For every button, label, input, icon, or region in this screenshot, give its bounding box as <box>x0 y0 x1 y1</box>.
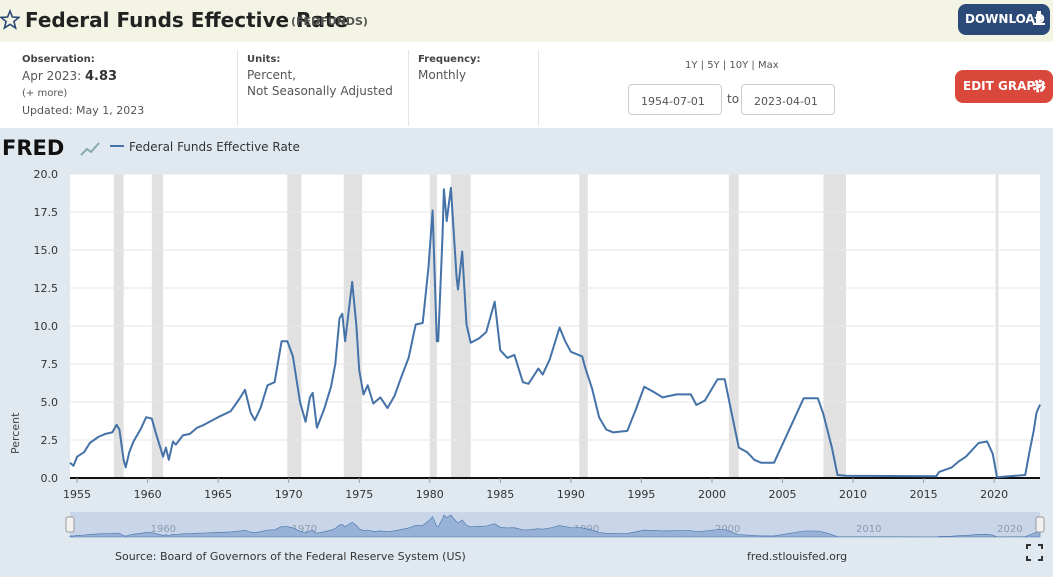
y-tick-label: 15.0 <box>34 244 59 257</box>
x-tick-label: 1985 <box>486 488 514 501</box>
navigator-label: 2020 <box>997 524 1022 535</box>
x-tick-label: 2020 <box>980 488 1008 501</box>
chart: FRED Federal Funds Effective Rate Percen… <box>2 136 1045 563</box>
fred-logo: FRED <box>2 136 64 160</box>
y-tick-label: 20.0 <box>34 168 59 181</box>
edit-graph-button[interactable]: EDIT GRAPH <box>955 70 1053 103</box>
legend-label[interactable]: Federal Funds Effective Rate <box>129 140 300 154</box>
units-line: Not Seasonally Adjusted <box>247 84 393 98</box>
x-tick-label: 1970 <box>275 488 303 501</box>
units-label: Units: <box>247 54 281 65</box>
x-tick-label: 1960 <box>134 488 162 501</box>
y-tick-label: 2.5 <box>41 434 59 447</box>
info-panel <box>0 42 1053 128</box>
title: Federal Funds Effective Rate <box>25 8 349 32</box>
x-tick-label: 1995 <box>627 488 655 501</box>
navigator-handle[interactable] <box>65 516 75 533</box>
y-axis-label: Percent <box>9 412 22 454</box>
navigator-area <box>69 514 1041 538</box>
more-link[interactable]: (+ more) <box>22 88 68 99</box>
edit-graph-text: EDIT GRAPH <box>963 79 1046 93</box>
download-text: DOWNLOAD <box>965 12 1045 26</box>
to-label: to <box>727 92 740 106</box>
observation-date: Apr 2023: <box>22 69 82 83</box>
y-tick-label: 10.0 <box>34 320 59 333</box>
y-tick-label: 0.0 <box>41 472 59 485</box>
y-tick-label: 7.5 <box>41 358 59 371</box>
gear-icon <box>1032 79 1046 93</box>
x-tick-label: 2000 <box>698 488 726 501</box>
separator <box>538 50 539 126</box>
navigator-label: 2000 <box>715 524 740 535</box>
units-line: Percent, <box>247 68 296 82</box>
y-tick-label: 12.5 <box>34 282 59 295</box>
separator <box>237 50 238 126</box>
star-icon[interactable] <box>0 9 20 31</box>
navigator-label: 1960 <box>151 524 176 535</box>
logo-icon <box>80 142 100 156</box>
x-tick-label: 2015 <box>910 488 938 501</box>
updated: Updated: May 1, 2023 <box>22 104 145 117</box>
source: Source: Board of Governors of the Federa… <box>115 550 466 563</box>
frequency-label: Frequency: <box>418 54 481 65</box>
observation-label: Observation: <box>22 54 95 65</box>
x-tick-label: 1980 <box>416 488 444 501</box>
site: fred.stlouisfed.org <box>747 550 847 563</box>
x-tick-label: 2010 <box>839 488 867 501</box>
end-date-input[interactable]: 2023-04-01 <box>741 84 835 115</box>
start-date-input[interactable]: 1954-07-01 <box>628 84 722 115</box>
series-line <box>69 186 1041 479</box>
x-tick-label: 1975 <box>345 488 373 501</box>
frequency: Monthly <box>418 68 467 82</box>
title-bar <box>0 0 1053 42</box>
download-button[interactable]: DOWNLOAD <box>958 4 1050 35</box>
range-buttons[interactable]: 1Y | 5Y | 10Y | Max <box>685 60 779 71</box>
separator <box>408 50 409 126</box>
x-tick-label: 1965 <box>204 488 232 501</box>
series-id: (FEDFUNDS) <box>291 15 368 28</box>
navigator-handle[interactable] <box>1035 516 1045 533</box>
y-tick-label: 17.5 <box>34 206 59 219</box>
observation-value: 4.83 <box>84 69 118 84</box>
navigator-label: 1970 <box>292 524 317 535</box>
download-icon <box>1033 11 1045 25</box>
x-tick-label: 1990 <box>557 488 585 501</box>
y-tick-label: 5.0 <box>41 396 59 409</box>
navigator-label: 2010 <box>856 524 881 535</box>
x-tick-label: 1955 <box>63 488 91 501</box>
fullscreen-icon[interactable] <box>1026 544 1043 561</box>
x-tick-label: 2005 <box>769 488 797 501</box>
